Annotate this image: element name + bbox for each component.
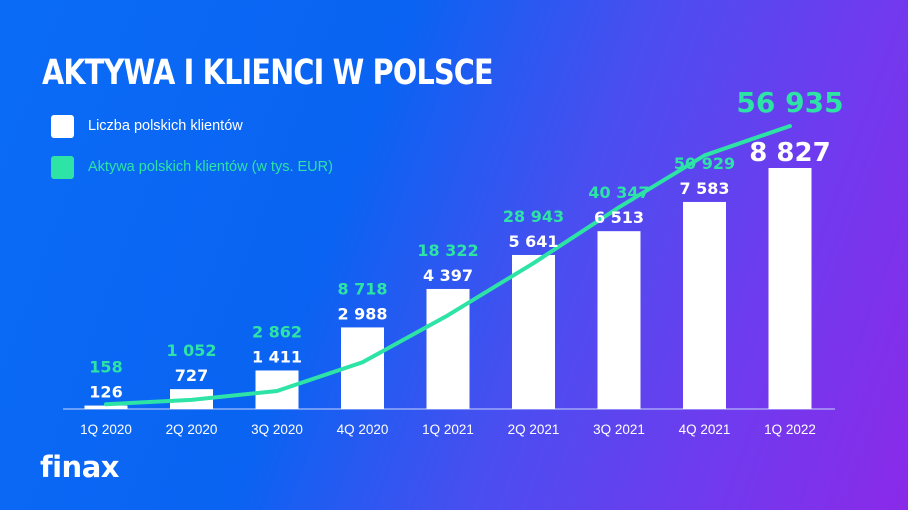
line-value-label: 18 322 [417,241,478,260]
line-value-label: 40 347 [588,183,649,202]
bar-1q-2022 [768,168,812,409]
x-tick-label: 4Q 2021 [679,422,731,437]
bar-value-label: 727 [175,366,208,385]
bar-value-label: 2 988 [337,304,387,323]
line-value-label: 56 935 [736,86,843,119]
x-tick-label: 1Q 2021 [422,422,474,437]
legend-swatch-green [51,155,74,179]
line-value-label: 158 [89,358,122,377]
x-tick-label: 3Q 2021 [593,422,645,437]
line-value-label: 1 052 [166,341,216,360]
logo-text: finax [40,450,119,484]
line-value-label: 28 943 [503,207,564,226]
legend-item-assets: Aktywa polskich klientów (w tys. EUR) [51,155,333,179]
legend-swatch-white [51,114,74,138]
x-tick-label: 3Q 2020 [251,422,303,437]
x-tick-label: 1Q 2022 [764,422,816,437]
bar-value-label: 4 397 [423,266,473,285]
bar-4q-2021 [683,201,726,409]
assets-line [104,124,792,407]
x-tick-label: 4Q 2020 [337,422,389,437]
page-title: AKTYWA I KLIENCI W POLSCE [42,53,494,93]
bar-value-label: 6 513 [594,208,644,227]
x-tick-label: 2Q 2020 [166,422,218,437]
bar-value-label: 126 [89,383,122,402]
line-value-label: 8 718 [337,279,387,298]
bar-1q-2020 [84,405,128,409]
line-value-label: 2 862 [252,322,302,341]
x-tick-label: 2Q 2021 [508,422,560,437]
bar-value-label: 8 827 [749,138,830,168]
legend-item-clients: Liczba polskich klientów [51,114,333,138]
bar-2q-2021 [512,254,555,409]
bar-1q-2021 [426,288,470,409]
legend-label: Aktywa polskich klientów (w tys. EUR) [88,159,333,175]
legend: Liczba polskich klientów Aktywa polskich… [51,114,333,197]
x-tick-label: 1Q 2020 [80,422,132,437]
bar-value-label: 5 641 [508,232,558,251]
finax-logo: finax [40,450,119,484]
bar-3q-2021 [597,231,641,409]
line-value-label: 50 929 [674,154,735,173]
bar-value-label: 7 583 [679,179,729,198]
legend-label: Liczba polskich klientów [88,118,243,134]
bar-value-label: 1 411 [252,347,302,366]
